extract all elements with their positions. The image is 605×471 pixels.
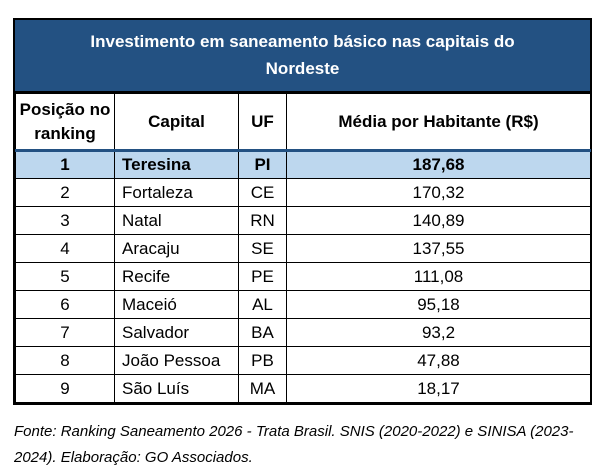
rank-cell: 3 <box>15 206 115 235</box>
rank-cell: 6 <box>15 290 115 319</box>
table-body: 1 Teresina PI 187,68 2 Fortaleza CE 170,… <box>15 149 591 403</box>
table-row: 3 Natal RN 140,89 <box>15 206 591 235</box>
uf-cell: PB <box>238 346 287 375</box>
media-cell: 47,88 <box>286 346 591 375</box>
header-row: Posição no ranking Capital UF Média por … <box>15 93 591 151</box>
rank-cell: 4 <box>15 234 115 263</box>
ranking-table-card: Investimento em saneamento básico nas ca… <box>13 18 592 405</box>
source-note: Fonte: Ranking Saneamento 2026 - Trata B… <box>14 423 574 466</box>
capital-cell: Natal <box>114 206 239 235</box>
column-header-position: Posição no ranking <box>15 93 115 151</box>
table-row: 8 João Pessoa PB 47,88 <box>15 346 591 375</box>
table-row: 6 Maceió AL 95,18 <box>15 290 591 319</box>
uf-cell: PE <box>238 262 287 291</box>
capital-cell: João Pessoa <box>114 346 239 375</box>
rank-cell: 5 <box>15 262 115 291</box>
table-header: Posição no ranking Capital UF Média por … <box>15 93 591 151</box>
rank-cell: 1 <box>15 149 115 179</box>
table-row: 5 Recife PE 111,08 <box>15 262 591 291</box>
table-row-highlighted: 1 Teresina PI 187,68 <box>15 149 591 179</box>
capital-cell: São Luís <box>114 374 239 403</box>
table-title: Investimento em saneamento básico nas ca… <box>15 20 590 93</box>
uf-cell: AL <box>238 290 287 319</box>
uf-cell: RN <box>238 206 287 235</box>
uf-cell: MA <box>238 374 287 403</box>
table-row: 2 Fortaleza CE 170,32 <box>15 178 591 207</box>
rank-cell: 7 <box>15 318 115 347</box>
uf-cell: SE <box>238 234 287 263</box>
uf-cell: PI <box>238 149 287 179</box>
uf-cell: BA <box>238 318 287 347</box>
media-cell: 111,08 <box>286 262 591 291</box>
capital-cell: Aracaju <box>114 234 239 263</box>
table-row: 4 Aracaju SE 137,55 <box>15 234 591 263</box>
capital-cell: Maceió <box>114 290 239 319</box>
column-header-uf: UF <box>238 93 287 151</box>
media-cell: 187,68 <box>286 149 591 179</box>
column-header-capital: Capital <box>114 93 239 151</box>
media-cell: 170,32 <box>286 178 591 207</box>
rank-cell: 8 <box>15 346 115 375</box>
capital-cell: Salvador <box>114 318 239 347</box>
capital-cell: Teresina <box>114 149 239 179</box>
media-cell: 137,55 <box>286 234 591 263</box>
rank-cell: 2 <box>15 178 115 207</box>
media-cell: 93,2 <box>286 318 591 347</box>
table-row: 7 Salvador BA 93,2 <box>15 318 591 347</box>
capital-cell: Recife <box>114 262 239 291</box>
capital-cell: Fortaleza <box>114 178 239 207</box>
ranking-table: Posição no ranking Capital UF Média por … <box>15 93 591 403</box>
table-row: 9 São Luís MA 18,17 <box>15 374 591 403</box>
media-cell: 18,17 <box>286 374 591 403</box>
column-header-media: Média por Habitante (R$) <box>286 93 591 151</box>
media-cell: 95,18 <box>286 290 591 319</box>
rank-cell: 9 <box>15 374 115 403</box>
media-cell: 140,89 <box>286 206 591 235</box>
uf-cell: CE <box>238 178 287 207</box>
